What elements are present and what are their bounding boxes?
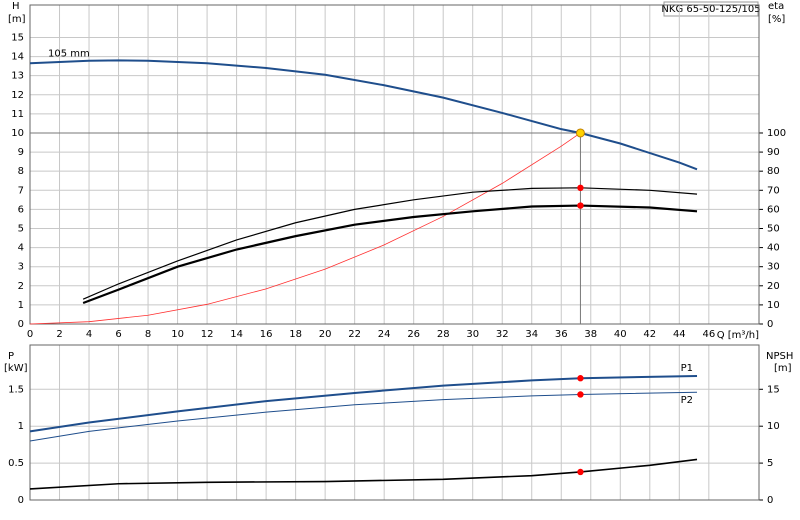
y2-tick-label: 60: [767, 204, 780, 215]
y-tick-label: 0.5: [8, 458, 24, 469]
y-label: H: [12, 1, 20, 12]
series-line: [29, 458, 698, 490]
operating-point: [577, 184, 584, 192]
x-tick-label: 10: [171, 329, 184, 340]
x-tick-label: 46: [702, 329, 715, 340]
y2-unit: [m]: [774, 363, 792, 374]
y-unit: [kW]: [4, 363, 28, 374]
y2-tick-label: 10: [767, 421, 780, 432]
x-tick-label: 30: [466, 329, 479, 340]
x-tick-label: 12: [201, 329, 214, 340]
y-tick-label: 8: [18, 166, 24, 177]
y-tick-label: 4: [18, 243, 24, 254]
x-tick-label: 28: [437, 329, 450, 340]
x-label: Q [m³/h]: [717, 330, 759, 341]
y-unit: [m]: [8, 14, 26, 25]
operating-point: [577, 375, 584, 382]
x-tick-label: 42: [643, 329, 656, 340]
y-tick-label: 0: [18, 319, 24, 330]
operating-point: [577, 202, 584, 209]
y2-tick-label: 10: [767, 300, 780, 311]
y-tick-label: 1.5: [8, 384, 24, 395]
y-tick-label: 1: [18, 421, 24, 432]
y-tick-label: 10: [11, 128, 24, 139]
series-label: P2: [681, 395, 693, 406]
y-tick-label: 13: [11, 71, 24, 82]
plot-frame: [29, 344, 760, 501]
y2-tick-label: 70: [767, 185, 780, 196]
x-tick-label: 40: [614, 329, 627, 340]
y-tick-label: 1: [18, 300, 24, 311]
x-tick-label: 38: [584, 329, 597, 340]
chart-title: NKG 65-50-125/105: [661, 4, 760, 15]
x-tick-label: 44: [673, 329, 686, 340]
y2-tick-label: 0: [767, 319, 773, 330]
series-line: [82, 187, 698, 300]
series-line: [29, 59, 698, 171]
y2-tick-label: 30: [767, 262, 780, 273]
x-tick-label: 22: [348, 329, 361, 340]
plot-frame: [29, 4, 760, 325]
y2-label: NPSH: [766, 351, 793, 362]
y-label: P: [8, 351, 14, 362]
y-tick-label: 5: [18, 223, 24, 234]
series-line: [29, 132, 581, 325]
y2-tick-label: 15: [767, 384, 780, 395]
x-tick-label: 0: [27, 329, 33, 340]
x-tick-label: 20: [319, 329, 332, 340]
x-tick-label: 16: [260, 329, 273, 340]
x-tick-label: 14: [230, 329, 243, 340]
y-tick-label: 2: [18, 281, 24, 292]
y2-tick-label: 50: [767, 223, 780, 234]
series-label: 105 mm: [48, 48, 90, 59]
y2-tick-label: 5: [767, 458, 773, 469]
y-tick-label: 0: [18, 495, 24, 506]
y-tick-label: 15: [11, 32, 24, 43]
y2-unit: [%]: [768, 14, 785, 25]
x-tick-label: 2: [56, 329, 62, 340]
y-tick-label: 11: [11, 109, 24, 120]
y-tick-label: 3: [18, 262, 24, 273]
x-tick-label: 34: [525, 329, 538, 340]
y2-tick-label: 90: [767, 147, 780, 158]
series-label: P1: [681, 363, 693, 374]
x-tick-label: 26: [407, 329, 420, 340]
y2-tick-label: 100: [767, 128, 786, 139]
y2-tick-label: 0: [767, 495, 773, 506]
operating-point: [577, 468, 584, 476]
x-tick-label: 4: [86, 329, 92, 340]
series-line: [29, 391, 698, 442]
y-tick-label: 6: [18, 204, 24, 215]
y-tick-label: 14: [11, 52, 24, 63]
operating-point: [577, 391, 584, 398]
y-tick-label: 9: [18, 147, 24, 158]
x-tick-label: 36: [555, 329, 568, 340]
series-line: [82, 204, 698, 305]
x-tick-label: 32: [496, 329, 509, 340]
x-tick-label: 8: [145, 329, 151, 340]
y2-tick-label: 20: [767, 281, 780, 292]
x-tick-label: 18: [289, 329, 302, 340]
x-tick-label: 24: [378, 329, 391, 340]
x-tick-label: 6: [115, 329, 121, 340]
series-line: [29, 375, 698, 433]
y2-tick-label: 80: [767, 166, 780, 177]
operating-point: [575, 128, 585, 138]
y-tick-label: 7: [18, 185, 24, 196]
y2-tick-label: 40: [767, 243, 780, 254]
y-tick-label: 12: [11, 90, 24, 101]
y2-label: eta: [768, 1, 784, 12]
